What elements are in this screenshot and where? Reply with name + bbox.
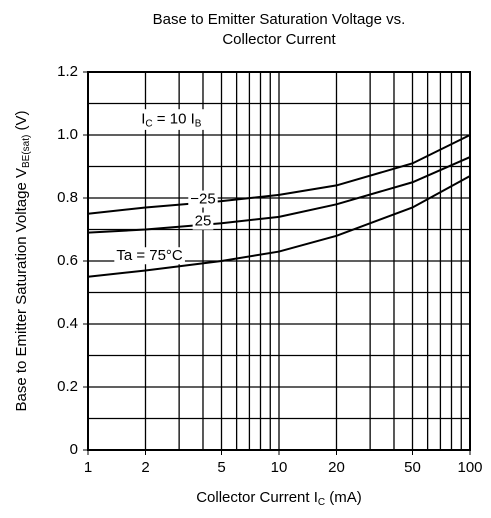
series-label-bg <box>192 212 214 230</box>
chart-title: Base to Emitter Saturation Voltage vs. <box>153 11 406 28</box>
x-tick-label: 2 <box>141 459 149 476</box>
x-tick-label: 20 <box>328 459 345 476</box>
series-label-bg <box>114 247 185 265</box>
annotation: IC = 10 IB <box>141 110 202 129</box>
x-tick-label: 10 <box>271 459 288 476</box>
x-tick-label: 50 <box>404 459 421 476</box>
chart-title: Collector Current <box>222 31 336 48</box>
y-tick-label: 0.8 <box>57 189 78 206</box>
x-axis-label: Collector Current IC (mA) <box>196 489 362 508</box>
annotation-main: I <box>141 110 145 127</box>
y-tick-label: 1.0 <box>57 126 78 143</box>
annotation-sub: C <box>145 118 152 129</box>
x-tick-label: 100 <box>457 459 482 476</box>
x-tick-label: 1 <box>84 459 92 476</box>
x-label-unit: (mA) <box>325 489 362 506</box>
x-label-sub: C <box>318 497 325 508</box>
y-label-unit: (V) <box>13 111 30 135</box>
y-tick-label: 0.4 <box>57 315 78 332</box>
annotation-sub2: B <box>195 118 202 129</box>
y-axis-label: Base to Emitter Saturation Voltage VBE(s… <box>13 111 32 412</box>
y-tick-label: 0.2 <box>57 378 78 395</box>
y-label-sub: BE(sat) <box>21 135 32 168</box>
series-line <box>87 134 471 215</box>
series-label-bg <box>188 190 218 208</box>
series-label: Ta = 75°C <box>116 247 183 264</box>
y-tick-label: 0.6 <box>57 252 78 269</box>
x-label-main: Collector Current I <box>196 489 318 506</box>
series-label: 25 <box>195 213 212 230</box>
series-line <box>87 156 471 234</box>
annotation-bg <box>137 109 206 130</box>
series-label: −25 <box>190 191 215 208</box>
y-tick-label: 0 <box>70 441 78 458</box>
x-tick-label: 5 <box>217 459 225 476</box>
annotation-mid: = 10 I <box>153 110 195 127</box>
y-tick-label: 1.2 <box>57 63 78 80</box>
y-label-main: Base to Emitter Saturation Voltage V <box>13 168 30 411</box>
series-line <box>87 175 471 278</box>
